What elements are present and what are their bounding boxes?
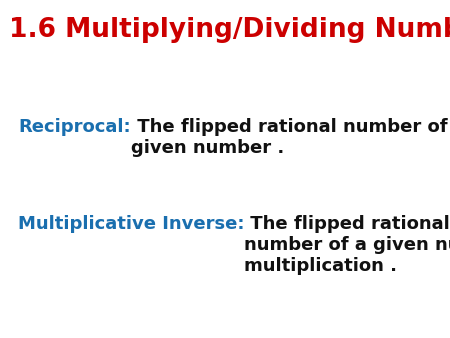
Text: Reciprocal:: Reciprocal: [18,118,130,136]
Text: The flipped rational number of a
given number .: The flipped rational number of a given n… [130,118,450,157]
Text: Multiplicative Inverse:: Multiplicative Inverse: [18,215,244,233]
Text: 1.6 Multiplying/Dividing Numbers: 1.6 Multiplying/Dividing Numbers [9,17,450,43]
Text: The flipped rational
number of a given number used in
multiplication .: The flipped rational number of a given n… [244,215,450,274]
